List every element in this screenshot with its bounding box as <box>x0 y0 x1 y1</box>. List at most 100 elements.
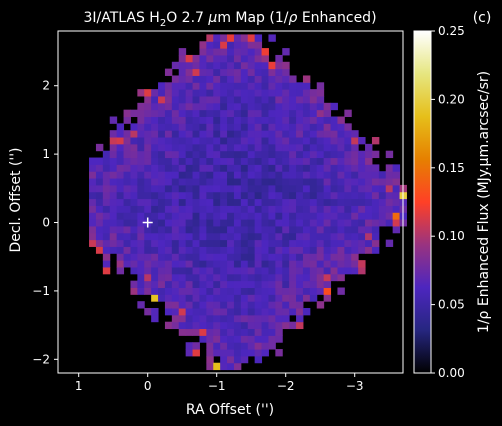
heatmap-cell <box>351 137 359 145</box>
heatmap-cell <box>199 328 207 336</box>
heatmap-cell <box>144 308 152 316</box>
heatmap-cell <box>206 95 214 104</box>
heatmap-cell <box>199 54 207 63</box>
heatmap-cell <box>206 143 214 152</box>
heatmap-cell <box>227 123 235 131</box>
heatmap-cell <box>358 178 366 186</box>
heatmap-cell <box>296 95 304 104</box>
heatmap-cell <box>254 123 263 131</box>
colorbar-ticks: 0.00 0.05 0.10 0.15 0.20 0.25 <box>431 24 465 380</box>
heatmap-cell <box>151 171 159 179</box>
heatmap-cell <box>199 116 207 124</box>
heatmap-cell <box>289 116 297 124</box>
heatmap-cell <box>220 116 228 124</box>
heatmap-cell <box>323 232 332 241</box>
heatmap-cell <box>289 109 297 117</box>
heatmap-cell <box>365 212 373 220</box>
heatmap-cell <box>116 232 125 241</box>
heatmap-cell <box>227 225 235 234</box>
heatmap-cell <box>240 260 249 268</box>
heatmap-cell <box>206 150 214 159</box>
heatmap-cell <box>268 260 276 268</box>
heatmap-cell <box>192 232 200 241</box>
heatmap-cell <box>309 260 318 268</box>
heatmap-cell <box>282 157 290 165</box>
heatmap-cell <box>302 89 311 97</box>
heatmap-cell <box>109 150 118 159</box>
heatmap-cell <box>309 130 318 138</box>
heatmap-cell <box>247 294 256 302</box>
heatmap-cell <box>178 150 187 159</box>
heatmap-cell <box>199 232 207 241</box>
heatmap-cell <box>206 273 214 282</box>
heatmap-cell <box>385 164 394 172</box>
heatmap-cell <box>185 61 194 70</box>
heatmap-cell <box>95 191 104 200</box>
heatmap-cell <box>268 219 276 227</box>
heatmap-cell <box>199 294 207 302</box>
heatmap-cell <box>199 266 207 275</box>
plot-frame <box>57 30 404 374</box>
heatmap-cell <box>247 41 256 49</box>
heatmap-cell <box>282 130 290 138</box>
heatmap-cell <box>89 171 97 179</box>
heatmap-cell <box>344 239 352 247</box>
heatmap-cell <box>275 266 283 275</box>
heatmap-cell <box>192 205 200 213</box>
heatmap-cell <box>296 171 304 179</box>
heatmap-cell <box>206 349 214 357</box>
heatmap-cell <box>185 294 194 302</box>
heatmap-cell <box>330 232 338 241</box>
heatmap-cell <box>337 232 345 241</box>
heatmap-cell <box>171 171 180 179</box>
heatmap-cell <box>261 225 269 234</box>
heatmap-cell <box>337 198 345 206</box>
heatmap-cell <box>220 362 228 371</box>
heatmap-cell <box>144 266 152 275</box>
y-tick-label: −1 <box>32 284 50 298</box>
heatmap-cell <box>192 82 200 90</box>
heatmap-cell <box>302 198 311 206</box>
heatmap-cell <box>192 184 200 193</box>
heatmap-cell <box>213 157 221 165</box>
heatmap-cell <box>199 198 207 206</box>
heatmap-cell <box>344 219 352 227</box>
heatmap-cell <box>282 239 290 247</box>
heatmap-cell <box>151 137 159 145</box>
heatmap-cell <box>296 82 304 90</box>
heatmap-cell <box>254 342 263 350</box>
heatmap-cell <box>351 157 359 165</box>
heatmap-cell <box>282 184 290 193</box>
heatmap-cell <box>123 164 131 172</box>
heatmap-cell <box>344 150 352 159</box>
heatmap-cell <box>268 273 276 282</box>
heatmap-cell <box>268 308 276 316</box>
heatmap-cell <box>392 212 401 220</box>
heatmap-cell <box>268 321 276 330</box>
heatmap-cell <box>323 137 332 145</box>
heatmap-cell <box>240 95 249 104</box>
heatmap-cell <box>213 102 221 111</box>
heatmap-cell <box>227 130 235 138</box>
heatmap-cell <box>192 143 200 152</box>
heatmap-cell <box>275 150 283 159</box>
heatmap-cell <box>213 335 221 343</box>
heatmap-cell <box>192 321 200 330</box>
heatmap-cell <box>254 41 263 49</box>
heatmap-cell <box>309 246 318 254</box>
heatmap-cell <box>178 212 187 220</box>
heatmap-cell <box>337 273 345 282</box>
heatmap-cell <box>261 273 269 282</box>
heatmap-cell <box>296 280 304 288</box>
heatmap-cell <box>358 239 366 247</box>
heatmap-cell <box>296 164 304 172</box>
heatmap-cell <box>275 349 283 357</box>
heatmap-cell <box>171 253 180 261</box>
heatmap-cell <box>289 232 297 241</box>
heatmap-cell <box>261 219 269 227</box>
heatmap-cell <box>282 225 290 234</box>
heatmap-cell <box>233 342 242 350</box>
heatmap-cell <box>185 342 194 350</box>
heatmap-cell <box>275 239 283 247</box>
heatmap-cell <box>116 171 125 179</box>
